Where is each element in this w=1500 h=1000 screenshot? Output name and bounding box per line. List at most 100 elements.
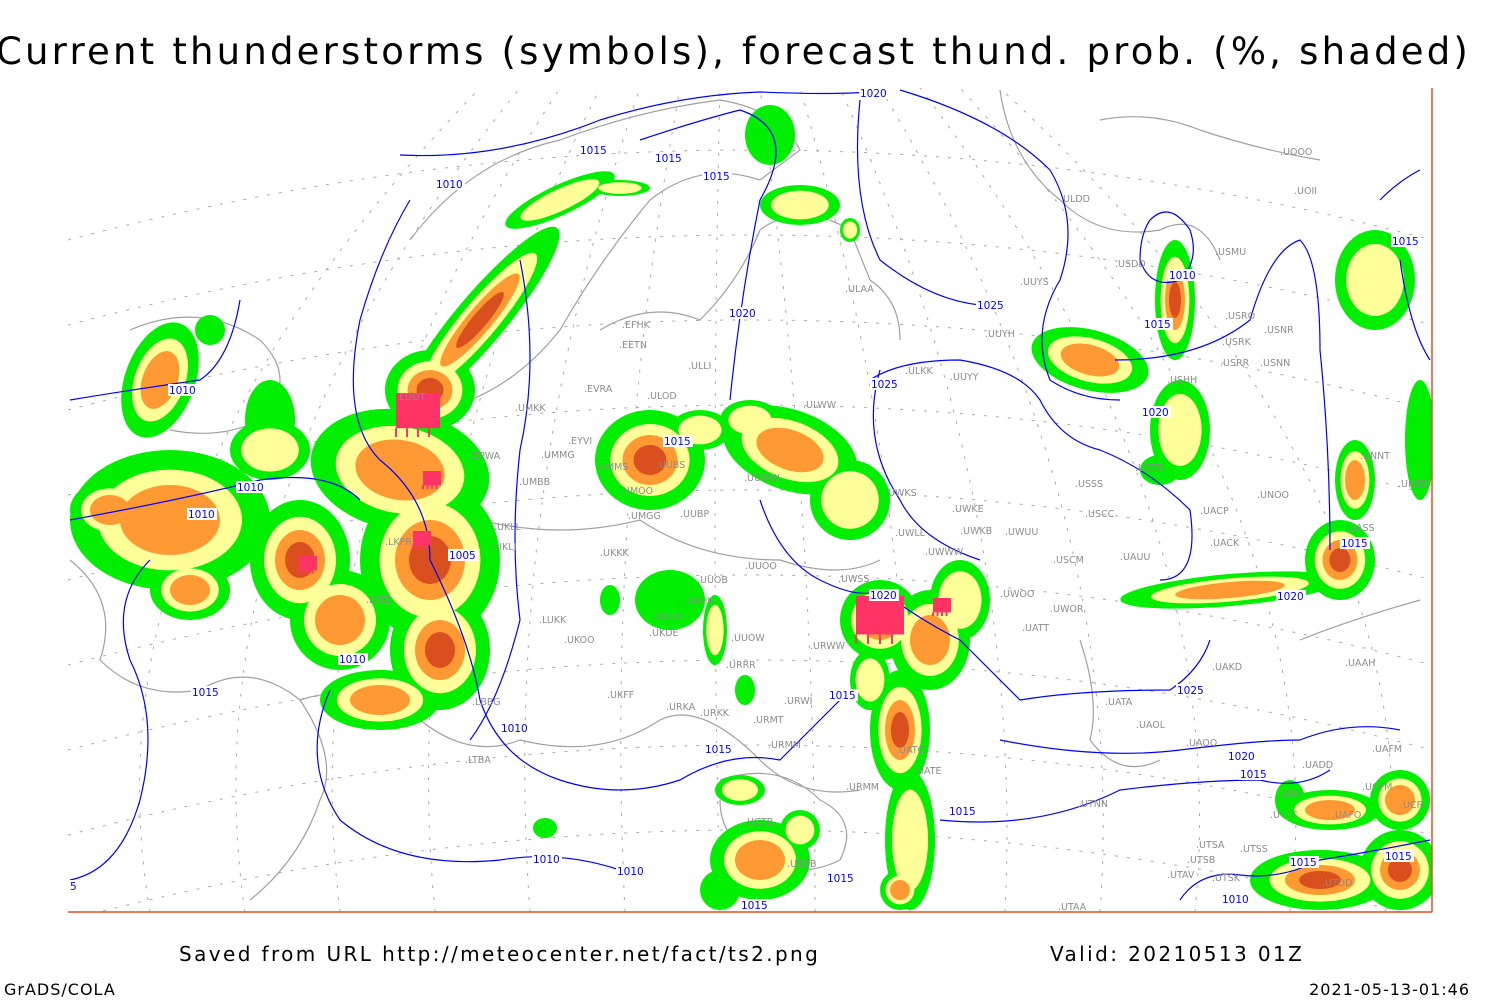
isobar-label: 1020 (729, 308, 756, 320)
isobar-line (872, 369, 981, 561)
station-label: .UKOO (564, 635, 595, 646)
station-label: .UADD (1302, 760, 1333, 771)
coastline (69, 559, 328, 901)
isobar-label-bg (976, 299, 1006, 311)
isobar-label: 1020 (870, 590, 897, 602)
meridian-line (999, 88, 1393, 912)
station-label: .USRK (1222, 337, 1252, 348)
isobar-label: 1010 (1169, 270, 1196, 282)
station-label: .UATE (914, 766, 942, 777)
station-label: .UTSK (1212, 873, 1241, 884)
meridian-line (959, 88, 1297, 912)
station-label: .URKA (666, 702, 696, 713)
station-label: .URWW (810, 641, 846, 652)
prob-mid-area (892, 789, 928, 891)
station-label: .UWKB (960, 526, 992, 537)
isobar-label: 1020 (860, 88, 887, 100)
isobar-label-bg (579, 144, 609, 156)
isobar-line (1399, 259, 1431, 361)
isobar-label: 1010 (339, 654, 366, 666)
station-label: .UAAH (1345, 658, 1375, 669)
isobar-label: 1020 (1142, 407, 1169, 419)
isobar-line (69, 559, 151, 881)
prob-top-area (1388, 858, 1412, 882)
station-label: .UMGG (628, 511, 661, 522)
station-label: .UMMG (541, 450, 575, 461)
isobar-label: 1025 (871, 379, 898, 391)
isobar-label-bg (740, 899, 770, 911)
prob-mid-area (598, 182, 642, 194)
thunderstorm-probability-shading (70, 105, 1432, 910)
station-label: .USNR (1264, 325, 1294, 336)
station-label: .EVRA (584, 384, 613, 395)
isobar-label-bg (859, 88, 889, 99)
prob-high-area (315, 595, 365, 645)
isobar-label: 1010 (501, 723, 528, 735)
station-label: .UACP (1200, 506, 1229, 517)
station-label: .URRR (726, 660, 756, 671)
station-label: .UACK (1210, 538, 1240, 549)
isobar-label-bg (704, 743, 734, 755)
prob-high-area (355, 439, 445, 501)
isobar-line (1179, 839, 1431, 901)
station-label: .UKDE (649, 628, 679, 639)
station-label: .EPWA (470, 451, 501, 462)
station-label: .UAFO (1332, 810, 1361, 821)
station-label: .LBBG (472, 697, 501, 708)
station-label: .UKLI (492, 542, 516, 553)
prob-mid-area (241, 428, 299, 472)
prob-mid-area (722, 779, 758, 801)
prob-mid-area (821, 471, 879, 529)
isobar-label: 1015 (703, 171, 730, 183)
station-label: .UOII (1294, 186, 1317, 197)
isobar-label: 1015 (949, 806, 976, 818)
station-label: .USDD (1115, 259, 1146, 270)
isobar-label: 1015 (1341, 538, 1368, 550)
station-label: .UWOR (1050, 604, 1084, 615)
thunderstorm-symbol (856, 596, 904, 635)
isobar-label-bg (728, 307, 758, 319)
station-label: .UWSS (838, 574, 869, 585)
station-label: .URMT (753, 715, 784, 726)
isobar-label-bg (1176, 684, 1206, 696)
station-label: .LTBA (465, 755, 491, 766)
prob-top-area (456, 292, 504, 348)
source-url-text: Saved from URL http://meteocenter.net/fa… (179, 942, 821, 966)
station-label: .ULDD (1060, 194, 1090, 205)
station-label: .UUBS (656, 460, 685, 471)
isobar-label: 1015 (1290, 857, 1317, 869)
station-label: .UMOO (620, 486, 653, 497)
station-label: .UATT (1022, 623, 1049, 634)
prob-high-area (1385, 785, 1415, 815)
station-label: .UKLL (494, 522, 521, 533)
isobar-line (999, 726, 1401, 754)
station-label: .USRR (1220, 358, 1250, 369)
isobar-label-bg (654, 152, 684, 164)
isobar-label-bg (69, 880, 78, 892)
isobar-line (1114, 239, 1331, 551)
prob-high-area (1060, 343, 1120, 377)
thunderstorm-symbols (298, 393, 951, 644)
isobar-label: 1020 (1228, 751, 1255, 763)
station-label: .UMKK (515, 403, 546, 414)
thunderstorm-symbol (423, 471, 441, 486)
station-label: .ULLI (688, 361, 711, 372)
station-label: .UATA (1105, 697, 1133, 708)
isobar-label: 1010 (237, 482, 264, 494)
station-label: .UKHH (684, 596, 715, 607)
prob-low-area (635, 570, 705, 630)
isobar-label-bg (616, 865, 646, 877)
station-label: .UNNT (1360, 451, 1390, 462)
prob-low-area (600, 585, 620, 615)
isobar-label: 1015 (1144, 319, 1171, 331)
isobars (69, 89, 1431, 901)
station-label: .UCFM (1362, 782, 1392, 793)
station-label: .UUYS (1020, 277, 1049, 288)
station-label: .UAFM (1372, 744, 1402, 755)
isobar-line (759, 499, 1211, 701)
station-label: .USRO (1225, 311, 1255, 322)
prob-high-area (756, 427, 824, 473)
station-label: .UTAA (1058, 902, 1087, 913)
station-label: .UOOO (1280, 147, 1312, 158)
